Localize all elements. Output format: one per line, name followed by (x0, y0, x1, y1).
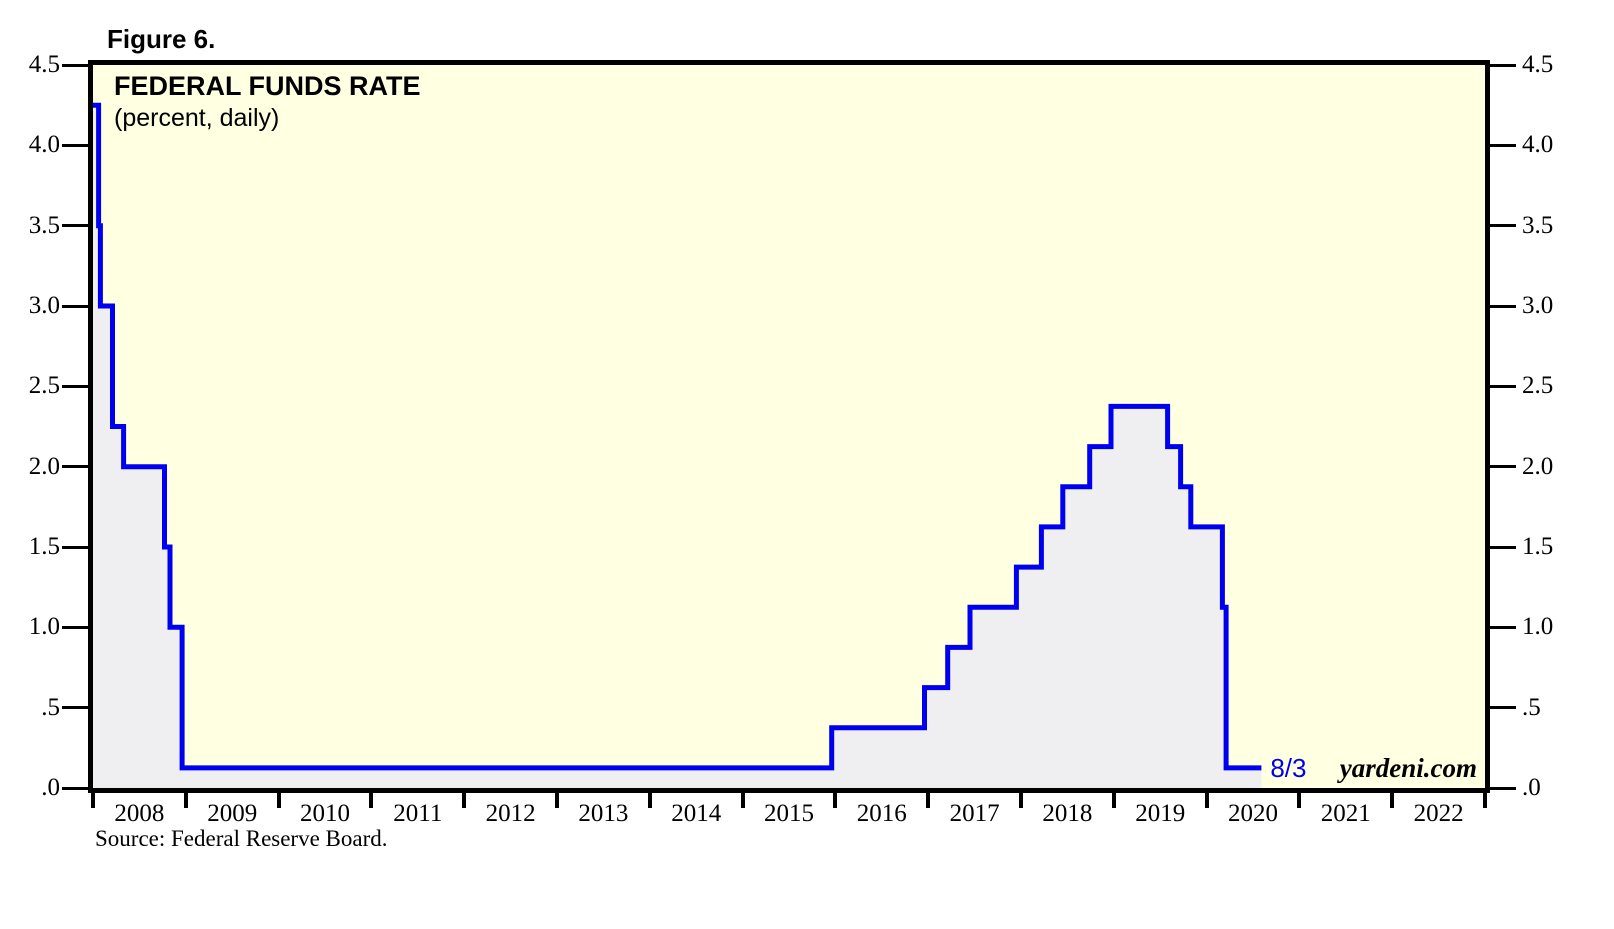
x-tick-mark (1390, 791, 1395, 808)
y-tick-mark-left (62, 625, 88, 629)
x-year-label: 2016 (856, 800, 907, 827)
series-area-fill (93, 105, 1262, 788)
x-year-label: 2010 (300, 800, 350, 827)
figure-title: Figure 6. (107, 24, 216, 54)
y-tick-label-right: .5 (1522, 693, 1541, 721)
x-year-label: 2021 (1320, 800, 1371, 827)
chart-title: FEDERAL FUNDS RATE (114, 71, 421, 101)
x-tick-mark (369, 791, 374, 808)
x-year-label: 2011 (393, 800, 443, 827)
y-tick-label-left: 3.0 (28, 292, 60, 319)
x-tick-mark (276, 791, 281, 808)
y-tick-mark-left (62, 465, 88, 469)
x-year-label: 2017 (949, 800, 1000, 827)
x-year-label: 2008 (114, 800, 165, 827)
x-tick-mark (555, 791, 559, 808)
x-tick-mark (1111, 791, 1116, 808)
x-tick-mark (1204, 791, 1209, 808)
y-tick-label-left: .5 (41, 693, 60, 721)
y-tick-label-left: 3.5 (28, 211, 60, 239)
y-tick-mark-left (62, 143, 88, 147)
y-tick-mark-right (1490, 545, 1516, 549)
y-tick-mark-right (1490, 786, 1516, 790)
y-tick-label-right: 1.5 (1522, 533, 1554, 560)
x-tick-mark (1297, 791, 1302, 808)
x-year-label: 2015 (764, 800, 814, 827)
y-tick-label-left: 1.5 (28, 533, 60, 560)
y-tick-label-right: 1.0 (1522, 613, 1554, 641)
y-tick-label-right: 3.0 (1522, 292, 1554, 319)
y-tick-label-right: 2.0 (1522, 452, 1554, 480)
y-tick-label-left: 2.0 (28, 452, 60, 480)
x-tick-mark (91, 791, 95, 808)
y-tick-label-left: 2.5 (28, 372, 60, 400)
y-tick-label-right: 3.5 (1522, 211, 1554, 239)
x-year-label: 2009 (207, 800, 258, 827)
y-tick-mark-left (62, 706, 88, 710)
x-tick-mark (740, 791, 745, 808)
y-tick-mark-right (1490, 625, 1516, 629)
last-value-annotation: 8/3 (1270, 752, 1307, 783)
y-tick-label-left: 4.0 (28, 131, 60, 159)
y-tick-mark-right (1490, 304, 1516, 308)
y-tick-mark-right (1490, 384, 1516, 388)
y-tick-label-right: 4.5 (1522, 51, 1554, 78)
x-year-label: 2013 (578, 800, 629, 827)
y-tick-mark-left (62, 304, 88, 308)
x-tick-mark (833, 791, 838, 808)
x-year-label: 2012 (485, 800, 536, 827)
y-tick-mark-right (1490, 63, 1516, 67)
watermark: yardeni.com (1339, 753, 1477, 783)
plot-area: FEDERAL FUNDS RATE (percent, daily) yard… (88, 60, 1490, 793)
y-tick-mark-left (62, 384, 88, 388)
x-year-label: 2020 (1228, 800, 1278, 827)
series-line (93, 102, 1262, 771)
y-tick-mark-left (62, 545, 88, 549)
y-tick-mark-left (62, 786, 88, 790)
y-tick-label-left: .0 (41, 774, 60, 801)
x-tick-mark (1019, 791, 1023, 808)
y-tick-mark-left (62, 224, 88, 228)
x-year-label: 2018 (1042, 800, 1093, 827)
y-tick-label-left: 1.0 (28, 613, 60, 641)
y-tick-label-left: 4.5 (28, 51, 60, 78)
y-tick-label-right: .0 (1522, 774, 1541, 801)
x-year-label: 2019 (1135, 800, 1186, 827)
x-year-label: 2022 (1413, 800, 1464, 827)
y-tick-mark-right (1490, 706, 1516, 710)
source-note: Source: Federal Reserve Board. (95, 826, 388, 851)
x-year-label: 2014 (671, 800, 722, 827)
y-tick-mark-right (1490, 143, 1516, 147)
x-tick-mark (1483, 791, 1487, 808)
y-tick-label-right: 4.0 (1522, 131, 1554, 159)
x-tick-mark (462, 791, 467, 808)
x-tick-mark (926, 791, 931, 808)
x-tick-mark (647, 791, 652, 808)
chart-canvas (93, 102, 1262, 788)
y-tick-mark-right (1490, 224, 1516, 228)
chart-subtitle: (percent, daily) (114, 104, 280, 132)
y-tick-mark-left (62, 63, 88, 67)
y-tick-mark-right (1490, 465, 1516, 469)
x-tick-mark (183, 791, 188, 808)
y-tick-label-right: 2.5 (1522, 372, 1554, 400)
